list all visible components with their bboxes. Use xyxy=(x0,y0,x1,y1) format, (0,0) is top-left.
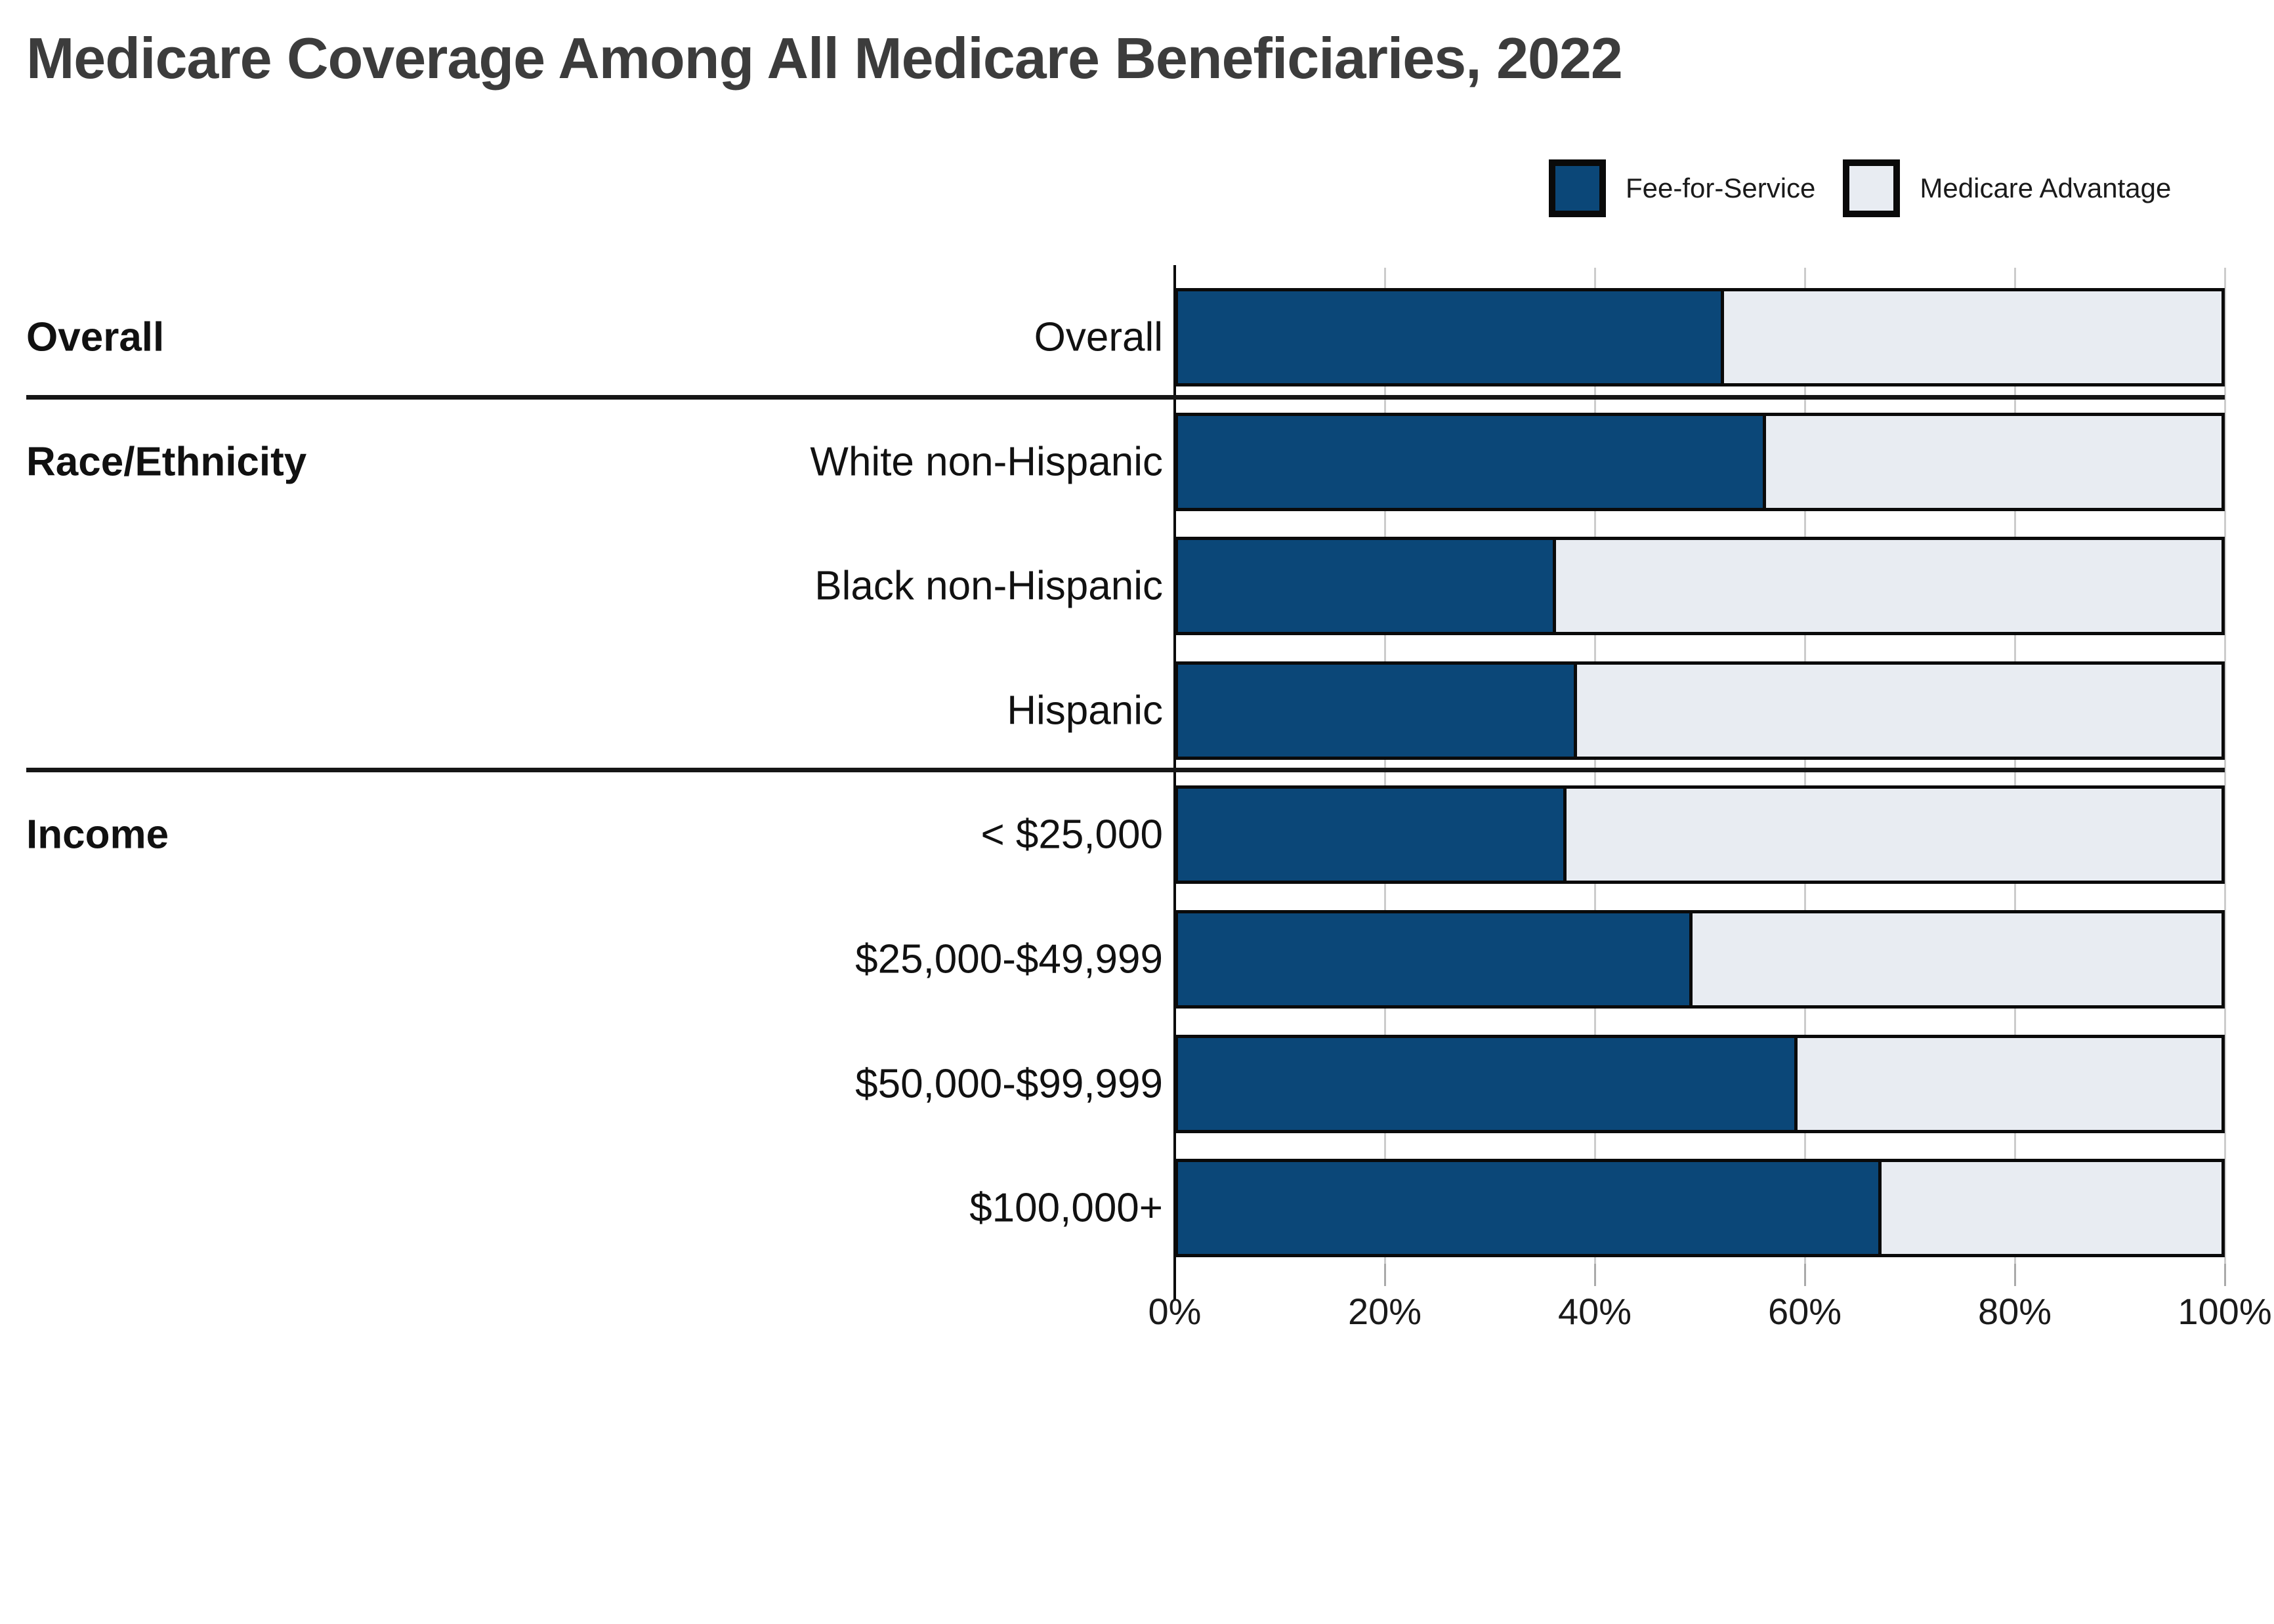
axis-tick xyxy=(2014,1264,2016,1286)
fee-for-service-segment xyxy=(1178,1038,1798,1130)
section-header-overall: Overall xyxy=(26,314,165,360)
axis-tick xyxy=(1384,1264,1386,1286)
legend-item-medicare-advantage: Medicare Advantage xyxy=(1843,159,2171,217)
x-axis-tick-label: 40% xyxy=(1557,1291,1632,1332)
x-axis-tick-label: 20% xyxy=(1347,1291,1422,1332)
legend-label: Medicare Advantage xyxy=(1920,173,2172,203)
chart-title: Medicare Coverage Among All Medicare Ben… xyxy=(26,26,1623,91)
bar-row xyxy=(1175,288,2225,386)
gridline-80% xyxy=(2014,268,2016,1264)
bar-row xyxy=(1175,910,2225,1009)
gridline-20% xyxy=(1384,268,1386,1264)
legend: Fee-for-Service Medicare Advantage xyxy=(1549,159,2171,217)
section-header-income: Income xyxy=(26,812,169,858)
row-label: $50,000-$99,999 xyxy=(855,1061,1163,1107)
bar-row xyxy=(1175,413,2225,511)
section-header-race-ethnicity: Race/Ethnicity xyxy=(26,439,307,485)
fee-for-service-segment xyxy=(1178,789,1567,881)
bar-row xyxy=(1175,1159,2225,1257)
bar-row xyxy=(1175,1035,2225,1133)
row-label: $100,000+ xyxy=(969,1185,1163,1231)
fee-for-service-swatch xyxy=(1549,159,1606,217)
row-label: $25,000-$49,999 xyxy=(855,936,1163,982)
row-label: Black non-Hispanic xyxy=(814,563,1163,609)
fee-for-service-segment xyxy=(1178,540,1556,632)
fee-for-service-segment xyxy=(1178,1162,1882,1254)
x-axis-tick-label: 100% xyxy=(2178,1291,2272,1332)
section-separator xyxy=(26,768,2225,772)
x-axis-tick-label: 60% xyxy=(1767,1291,1842,1332)
row-label: Overall xyxy=(1034,314,1163,360)
axis-tick xyxy=(2224,1264,2226,1286)
row-label: Hispanic xyxy=(1007,688,1163,734)
fee-for-service-segment xyxy=(1178,416,1766,508)
axis-tick xyxy=(1804,1264,1806,1286)
legend-label: Fee-for-Service xyxy=(1626,173,1816,203)
gridline-40% xyxy=(1594,268,1596,1264)
section-separator xyxy=(26,395,2225,400)
bar-row xyxy=(1175,661,2225,760)
medicare-advantage-swatch xyxy=(1843,159,1901,217)
row-label: < $25,000 xyxy=(980,812,1163,858)
row-label: White non-Hispanic xyxy=(810,439,1163,485)
legend-item-fee-for-service: Fee-for-Service xyxy=(1549,159,1815,217)
fee-for-service-segment xyxy=(1178,291,1724,383)
gridline-100% xyxy=(2224,268,2226,1264)
x-axis-tick-label: 80% xyxy=(1977,1291,2052,1332)
fee-for-service-segment xyxy=(1178,913,1693,1005)
axis-tick xyxy=(1594,1264,1596,1286)
gridline-60% xyxy=(1804,268,1806,1264)
y-axis-line xyxy=(1173,265,1176,1299)
fee-for-service-segment xyxy=(1178,665,1577,757)
bar-row xyxy=(1175,537,2225,635)
bar-row xyxy=(1175,785,2225,884)
